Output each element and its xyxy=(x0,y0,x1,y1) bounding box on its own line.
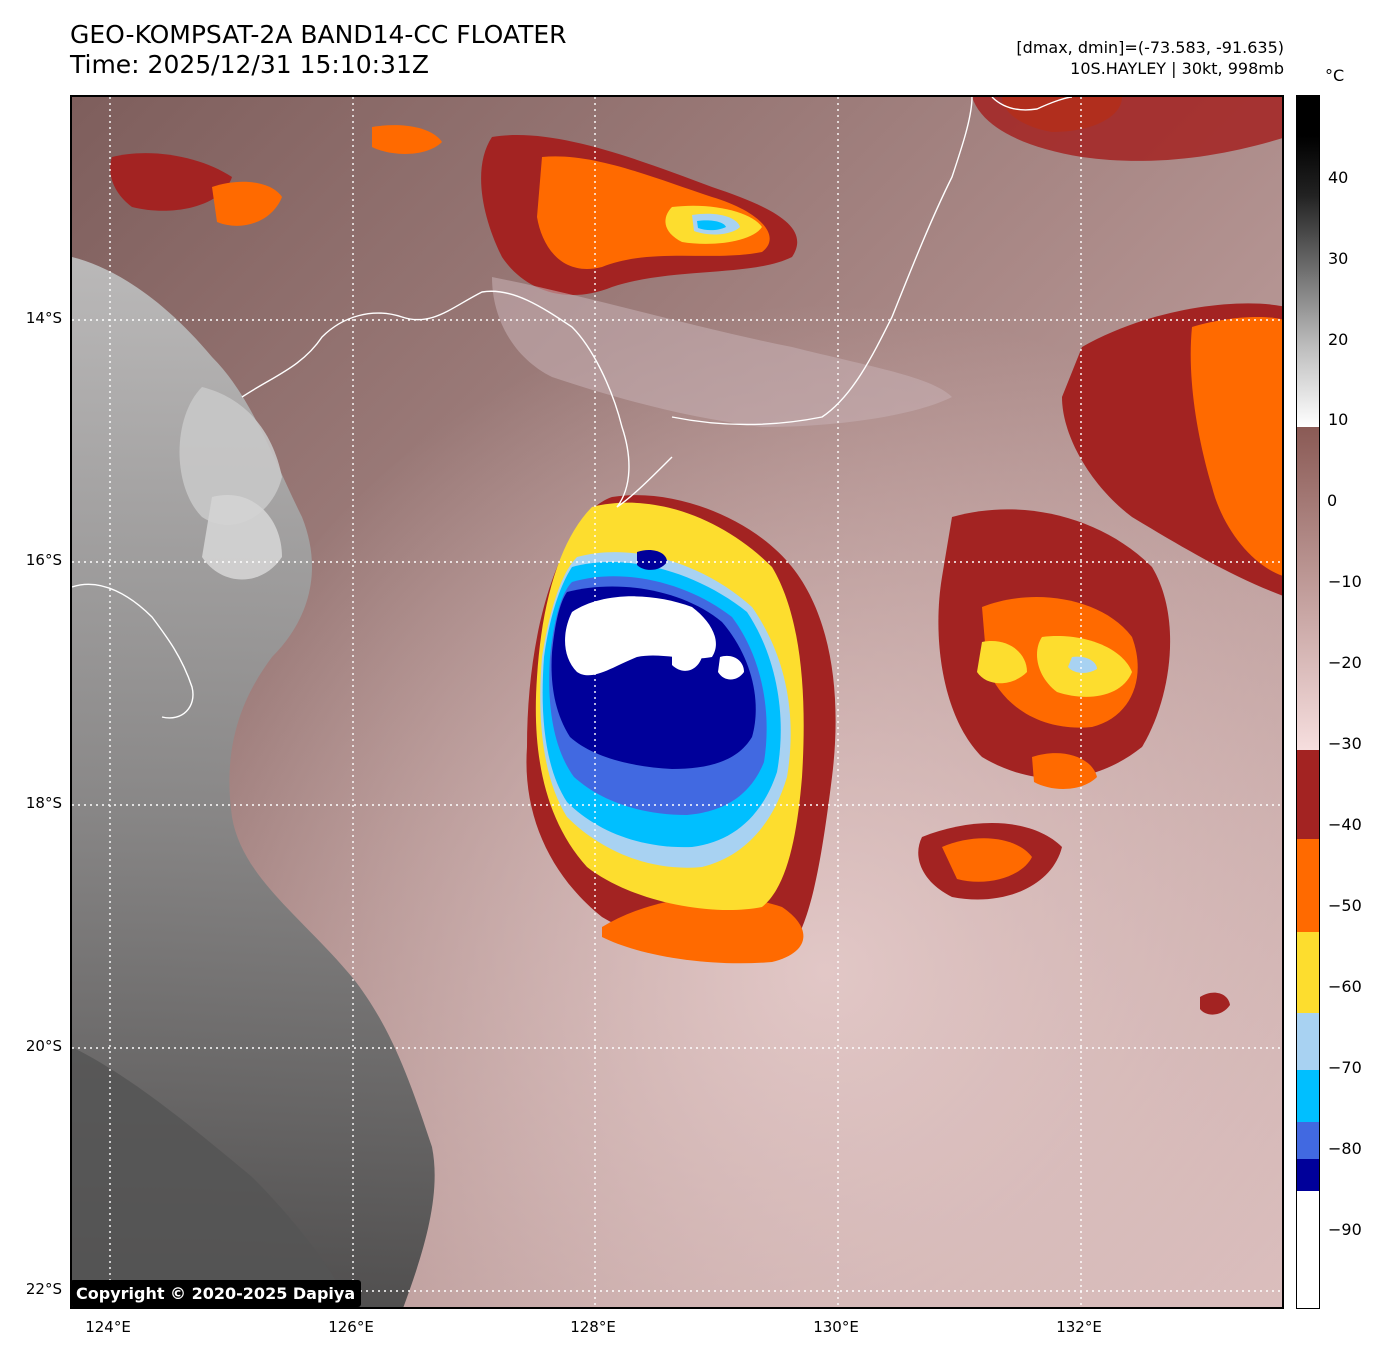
colorbar-band-4 xyxy=(1297,932,1319,1014)
storm-info-label: 10S.HAYLEY | 30kt, 998mb xyxy=(1070,59,1284,78)
colorbar-band-8 xyxy=(1297,1158,1319,1191)
title-line-2: Time: 2025/12/31 15:10:31Z xyxy=(70,50,429,79)
land-gray-west xyxy=(72,257,435,1307)
small-cell-nw-orange xyxy=(212,181,282,226)
colorbar-tick-m90: −90 xyxy=(1328,1220,1362,1239)
small-cell-nw-red xyxy=(110,153,232,211)
colorbar-tick-m10: −10 xyxy=(1328,572,1362,591)
colorbar-band-2 xyxy=(1297,750,1319,840)
satellite-map xyxy=(70,95,1284,1309)
small-cell-n-orange xyxy=(372,125,442,154)
colorbar-tick-m30: −30 xyxy=(1328,734,1362,753)
colorbar-tick-0: 0 xyxy=(1327,491,1338,510)
colorbar-tick-m80: −80 xyxy=(1328,1139,1362,1158)
east-orange-large xyxy=(1190,317,1282,576)
colorbar-band-6 xyxy=(1297,1069,1319,1123)
colorbar-tick-m20: −20 xyxy=(1328,653,1362,672)
clear-patch-2 xyxy=(202,495,282,580)
east-cluster-yellow-2 xyxy=(977,641,1027,684)
clear-patch-1 xyxy=(179,387,282,525)
cyclone-top-navy-cap xyxy=(637,550,667,570)
dmax-dmin-label: [dmax, dmin]=(-73.583, -91.635) xyxy=(1016,38,1284,57)
coastline-west xyxy=(72,583,194,719)
lon-label-124e: 124°E xyxy=(85,1318,131,1336)
ne-corner-red xyxy=(972,97,1282,161)
se-cell-2-orange xyxy=(1032,753,1097,789)
lat-label-18s: 18°S xyxy=(25,794,62,812)
coastline-north xyxy=(671,97,973,426)
se-cell-orange xyxy=(942,838,1032,882)
north-band-cyan xyxy=(697,220,726,231)
figure-title: GEO-KOMPSAT-2A BAND14-CC FLOATER Time: 2… xyxy=(70,20,567,80)
colorbar-tick-m60: −60 xyxy=(1328,977,1362,996)
colorbar-band-7 xyxy=(1297,1122,1319,1159)
lon-label-128e: 128°E xyxy=(570,1318,616,1336)
colorbar-tick-m50: −50 xyxy=(1328,896,1362,915)
colorbar-band-0 xyxy=(1297,96,1319,428)
title-line-1: GEO-KOMPSAT-2A BAND14-CC FLOATER xyxy=(70,20,567,49)
colorbar-tick-40: 40 xyxy=(1328,168,1349,187)
colorbar-tick-20: 20 xyxy=(1328,330,1349,349)
colorbar-band-5 xyxy=(1297,1013,1319,1070)
coastline-ne xyxy=(991,97,1073,111)
map-canvas xyxy=(72,97,1282,1307)
colorbar-band-1 xyxy=(1297,427,1319,751)
lon-label-132e: 132°E xyxy=(1056,1318,1102,1336)
colorbar-tick-m70: −70 xyxy=(1328,1058,1362,1077)
cyclone-core-white-2 xyxy=(672,635,702,671)
colorbar-tick-10: 10 xyxy=(1328,410,1349,429)
copyright-badge: Copyright © 2020-2025 Dapiya xyxy=(70,1280,362,1307)
storm-metadata: [dmax, dmin]=(-73.583, -91.635) 10S.HAYL… xyxy=(1016,37,1284,79)
colorbar-tick-m40: −40 xyxy=(1328,815,1362,834)
lat-label-22s: 22°S xyxy=(25,1280,62,1298)
land-gray-south xyxy=(72,1047,351,1307)
colorbar-band-9 xyxy=(1297,1190,1319,1308)
colorbar xyxy=(1296,95,1320,1309)
north-coast-region xyxy=(492,277,952,427)
cyclone-orange xyxy=(602,896,804,964)
east-cluster-lightblue xyxy=(1068,656,1097,673)
far-se-small-red xyxy=(1200,992,1230,1015)
graticule xyxy=(72,97,1282,1307)
colorbar-tick-30: 30 xyxy=(1328,249,1349,268)
cyclone-core-white-3 xyxy=(718,655,744,680)
lat-label-14s: 14°S xyxy=(25,309,62,327)
lat-label-20s: 20°S xyxy=(25,1037,62,1055)
lon-label-126e: 126°E xyxy=(328,1318,374,1336)
colorbar-unit: °C xyxy=(1325,66,1345,85)
colorbar-band-3 xyxy=(1297,839,1319,933)
coastline-kimberley xyxy=(241,290,673,508)
lon-label-130e: 130°E xyxy=(813,1318,859,1336)
lat-label-16s: 16°S xyxy=(25,551,62,569)
